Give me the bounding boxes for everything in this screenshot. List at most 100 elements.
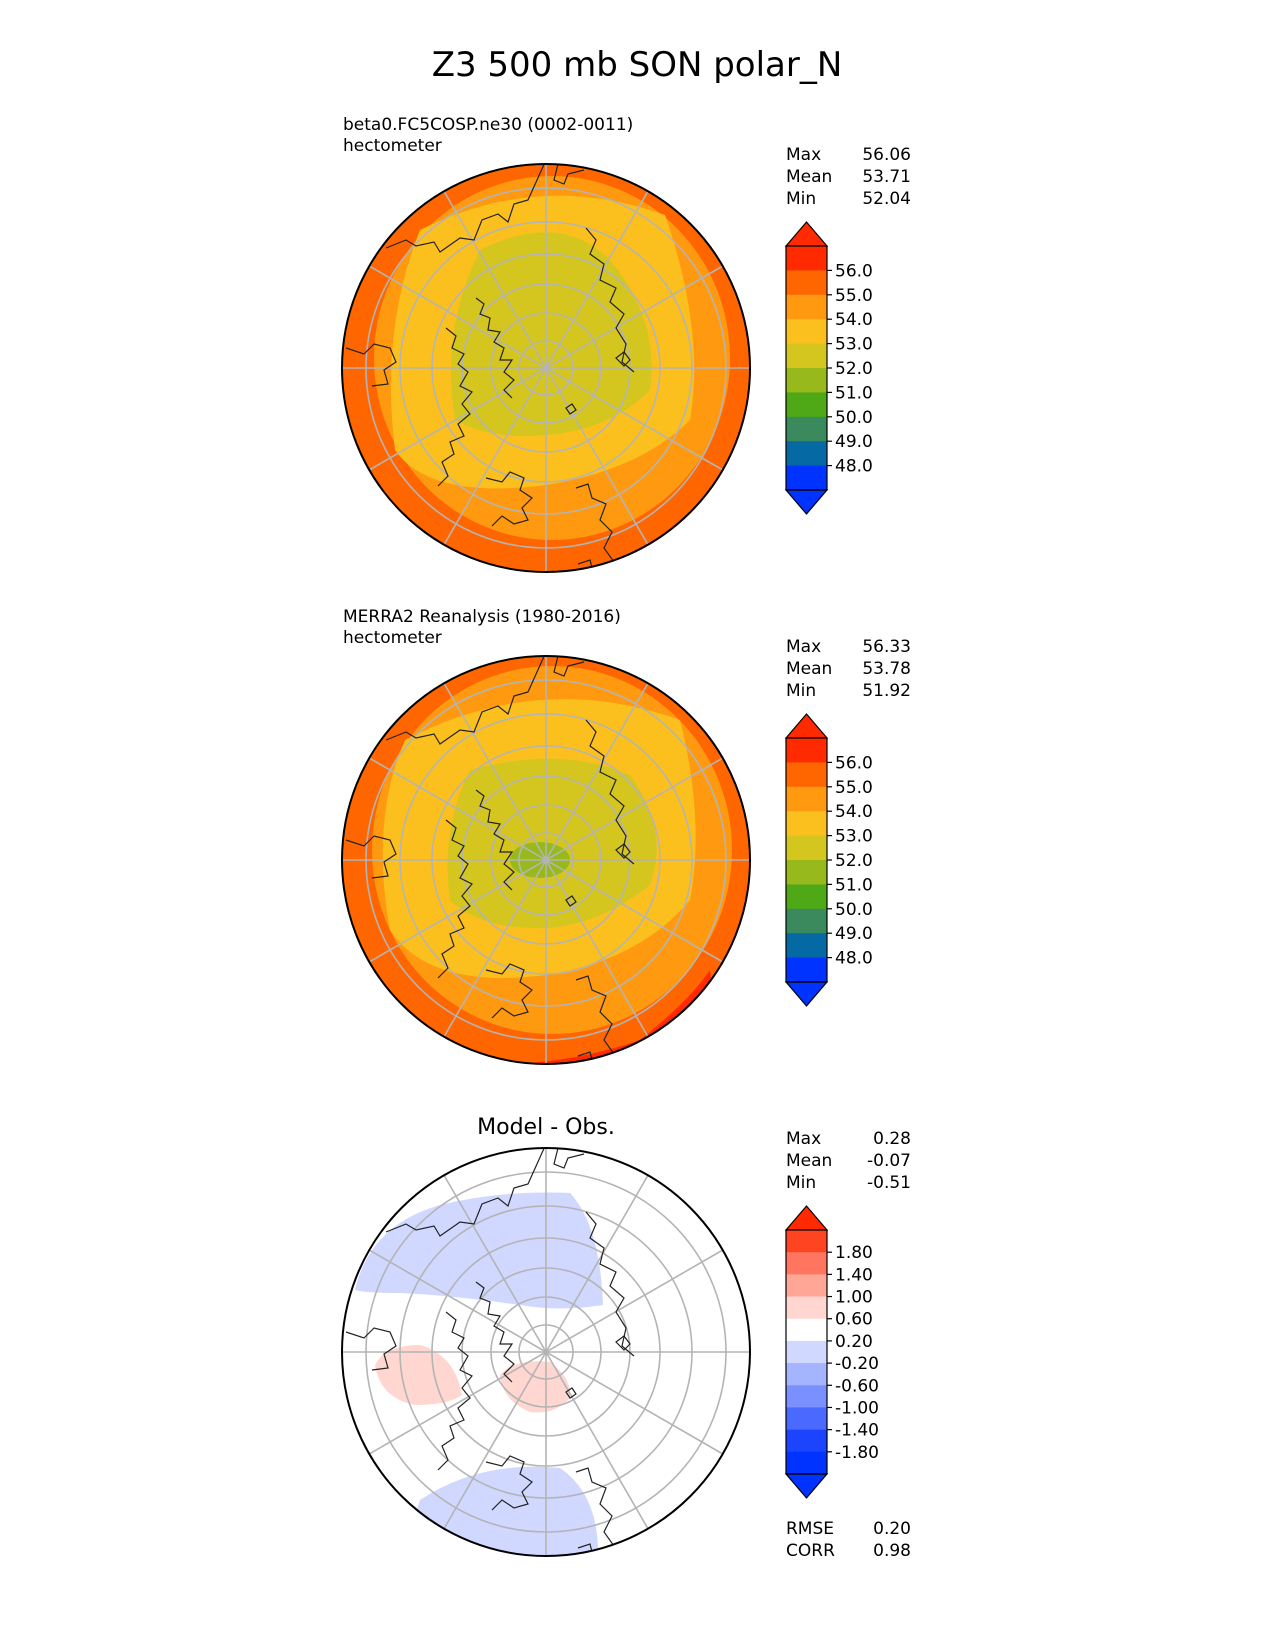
polar-map-obs-boundary — [341, 655, 751, 1065]
panel-model-units: hectometer — [343, 136, 442, 156]
colorbar-obs: 56.0 55.0 54.0 53.0 52.0 51.0 50.0 49.0 48.0 — [784, 713, 873, 1007]
colorbar-tick-label: 55.0 — [835, 286, 873, 306]
colorbar-tick-label: -1.80 — [835, 1443, 879, 1463]
colorbar-tick-label: 54.0 — [835, 802, 873, 822]
colorbar-tick-label: 49.0 — [835, 924, 873, 944]
colorbar-tick-label: -1.40 — [835, 1421, 879, 1441]
corr-label: CORR — [786, 1541, 835, 1561]
rmse-label: RMSE — [786, 1519, 834, 1539]
colorbar-outline — [785, 1229, 828, 1475]
colorbar-tick-label: 53.0 — [835, 827, 873, 847]
colorbar-band — [786, 1451, 827, 1475]
skill-scores: RMSE 0.20 CORR 0.98 — [786, 1519, 911, 1561]
colorbar-band — [786, 811, 827, 837]
colorbar-tick-label: 54.0 — [835, 310, 873, 330]
colorbar-tick-label: 1.40 — [835, 1265, 873, 1285]
colorbar-model: 56.0 55.0 54.0 53.0 52.0 51.0 50.0 49.0 48.0 — [784, 221, 873, 515]
stats-diff: Max 0.28 Mean -0.07 Min -0.51 — [786, 1129, 911, 1193]
colorbar-band — [786, 270, 827, 296]
contour-negative-north — [355, 1192, 603, 1309]
stat-label-min: Min — [786, 681, 816, 701]
panel-diff: Model - Obs. Max 0.28 Mean -0.07 Min -0.… — [341, 1115, 911, 1561]
colorbar-tick-label: -0.20 — [835, 1354, 879, 1374]
stat-value-min: -0.51 — [867, 1173, 911, 1193]
colorbar-tick-label: 0.60 — [835, 1310, 873, 1330]
stat-value-mean: 53.78 — [862, 659, 911, 679]
colorbar-tick-label: 51.0 — [835, 383, 873, 403]
colorbar-extend-bottom — [784, 1473, 829, 1499]
colorbar-band — [786, 762, 827, 788]
stat-value-mean: -0.07 — [867, 1151, 911, 1171]
colorbar-band — [786, 246, 827, 271]
stat-label-min: Min — [786, 1173, 816, 1193]
colorbar-band — [786, 1318, 827, 1342]
colorbar-tick-label: 55.0 — [835, 778, 873, 798]
colorbar-band — [786, 835, 827, 861]
stat-label-mean: Mean — [786, 659, 832, 679]
colorbar-tick-label: 50.0 — [835, 408, 873, 428]
colorbar-band — [786, 933, 827, 959]
colorbar-band — [786, 343, 827, 369]
panel-obs: MERRA2 Reanalysis (1980-2016) hectometer… — [341, 607, 911, 1065]
polar-map-model-boundary — [341, 163, 751, 573]
colorbar-extend-top — [784, 221, 829, 247]
panel-diff-title: Model - Obs. — [477, 1115, 615, 1140]
stats-obs: Max 56.33 Mean 53.78 Min 51.92 — [786, 637, 911, 701]
colorbar-tick-label: 52.0 — [835, 359, 873, 379]
stats-model: Max 56.06 Mean 53.71 Min 52.04 — [786, 145, 911, 209]
panel-obs-subtitle: MERRA2 Reanalysis (1980-2016) — [343, 607, 621, 627]
colorbar-band — [786, 392, 827, 418]
colorbar-band — [786, 1385, 827, 1408]
colorbar-tick-label: 49.0 — [835, 432, 873, 452]
stat-label-min: Min — [786, 189, 816, 209]
colorbar-band — [786, 786, 827, 812]
colorbar-extend-top — [784, 713, 829, 739]
stat-value-mean: 53.71 — [862, 167, 911, 187]
colorbar-band — [786, 465, 827, 491]
stat-value-max: 0.28 — [873, 1129, 911, 1149]
polar-map-obs — [342, 656, 750, 1064]
colorbar-band — [786, 1429, 827, 1453]
stat-value-max: 56.33 — [862, 637, 911, 657]
colorbar-band — [786, 860, 827, 885]
contour-positive-west — [375, 1345, 462, 1405]
colorbar-tick-label: -0.60 — [835, 1376, 879, 1396]
colorbar-band — [786, 441, 827, 467]
stat-label-max: Max — [786, 145, 821, 165]
colorbar-band — [786, 908, 827, 934]
figure-title: Z3 500 mb SON polar_N — [432, 45, 843, 85]
colorbar-band — [786, 1407, 827, 1431]
polar-map-diff-boundary — [341, 1147, 751, 1557]
colorbar-band — [786, 884, 827, 910]
colorbar-band — [786, 957, 827, 983]
stat-value-min: 52.04 — [862, 189, 911, 209]
panel-model: beta0.FC5COSP.ne30 (0002-0011) hectomete… — [341, 115, 911, 573]
colorbar-band — [786, 368, 827, 393]
colorbar-extend-bottom — [784, 981, 829, 1007]
colorbar-tick-label: 1.80 — [835, 1243, 873, 1263]
colorbar-band — [786, 1296, 827, 1320]
colorbar-band — [786, 1340, 827, 1364]
rmse-value: 0.20 — [873, 1519, 911, 1539]
polar-map-diff — [342, 1148, 750, 1556]
corr-value: 0.98 — [873, 1541, 911, 1561]
panel-obs-units: hectometer — [343, 628, 442, 648]
colorbar-band — [786, 416, 827, 442]
colorbar-band — [786, 1230, 827, 1253]
colorbar-tick-label: 53.0 — [835, 335, 873, 355]
colorbar-extend-top — [784, 1205, 829, 1231]
colorbar-tick-label: 50.0 — [835, 900, 873, 920]
stat-label-mean: Mean — [786, 1151, 832, 1171]
stat-label-max: Max — [786, 637, 821, 657]
colorbar-band — [786, 319, 827, 345]
colorbar-band — [786, 738, 827, 763]
polar-map-model — [342, 164, 750, 572]
colorbar-tick-label: 52.0 — [835, 851, 873, 871]
stat-label-max: Max — [786, 1129, 821, 1149]
colorbar-band — [786, 1252, 827, 1275]
colorbar-tick-label: -1.00 — [835, 1398, 879, 1418]
colorbar-tick-label: 51.0 — [835, 875, 873, 895]
panel-model-subtitle: beta0.FC5COSP.ne30 (0002-0011) — [343, 115, 633, 135]
colorbar-tick-label: 48.0 — [835, 949, 873, 969]
